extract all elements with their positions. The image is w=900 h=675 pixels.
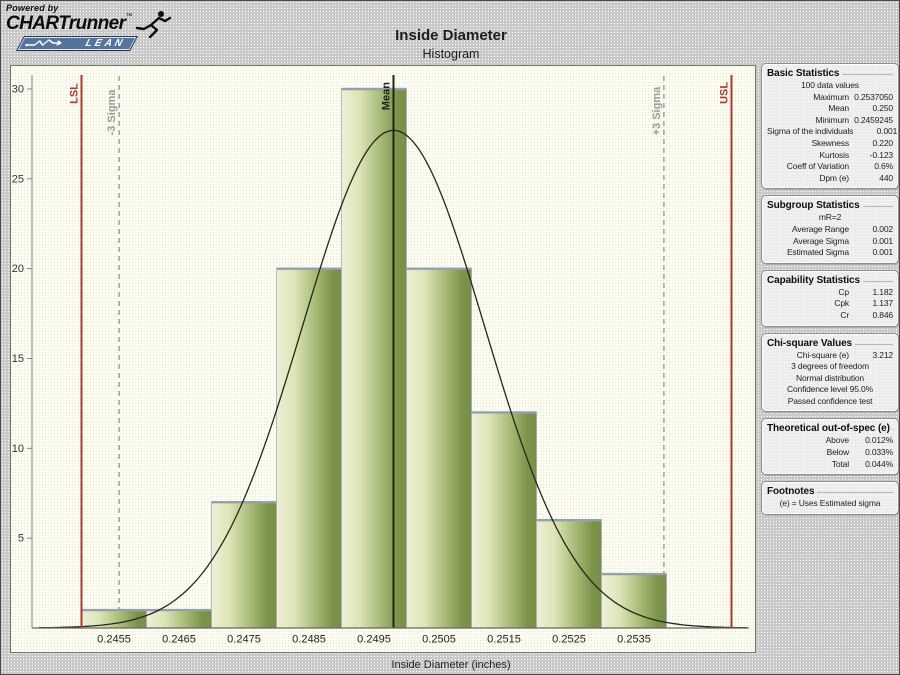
stat-row: Maximum 0.2537050 — [767, 92, 893, 104]
stat-label: Maximum — [813, 91, 849, 102]
stat-row: Kurtosis -0.123 — [767, 150, 893, 162]
stat-row: Average Range 0.002 — [767, 224, 893, 236]
stat-label: Dpm (e) — [819, 172, 849, 183]
stats-panel-footnotes: Footnotes (e) = Uses Estimated sigma — [761, 481, 899, 515]
stat-value: 0.250 — [872, 103, 893, 114]
stat-row: Above 0.012% — [767, 435, 894, 447]
stat-row: Dpm (e) 440 — [767, 173, 893, 185]
panel-title: Theoretical out-of-spec (e) — [767, 423, 893, 435]
stat-value: 0.001 — [872, 235, 893, 246]
plot-area — [10, 65, 756, 653]
stat-value: 0.2537050 — [854, 91, 893, 102]
runner-icon — [135, 11, 172, 39]
trademark-symbol: ™ — [125, 13, 133, 20]
stat-row: Skewness 0.220 — [767, 138, 893, 150]
chartrunner-logo: Powered by CHARTrunner™ LEAN — [6, 3, 191, 55]
stat-label: Cp — [838, 286, 849, 297]
stat-value: -0.123 — [869, 149, 893, 160]
stats-panel-subgroup-statistics: Subgroup Statistics mR=2 Average Range 0.00… — [761, 195, 899, 264]
stat-row: Confidence level 95.0% — [786, 384, 873, 395]
title-rule — [855, 343, 893, 345]
stat-value: 0.2459245 — [854, 114, 893, 125]
stat-row: Normal distribution — [795, 372, 864, 383]
x-axis-title: Inside Diameter (inches) — [391, 659, 510, 671]
stat-value: 0.044% — [865, 458, 893, 469]
title-rule — [862, 280, 893, 282]
stat-row: Sigma of the individuals 0.001 — [767, 126, 897, 138]
stat-row: Passed confidence test — [787, 395, 873, 406]
stat-value: 0.001 — [876, 126, 898, 137]
title-rule — [817, 492, 893, 494]
brand-name: CHARTrunner — [6, 13, 126, 34]
stat-label: Average Range — [792, 223, 849, 234]
squiggle-line-icon — [25, 39, 62, 47]
stat-value: 440 — [879, 172, 893, 183]
stat-row: Total 0.044% — [767, 459, 893, 471]
powered-by-label: Powered by — [6, 3, 59, 13]
stat-row: 3 degrees of freedom — [791, 361, 869, 372]
stat-value: 1.182 — [872, 286, 893, 297]
stat-row: Cr 0.846 — [767, 310, 893, 322]
lean-label: LEAN — [84, 38, 127, 49]
stat-value: 0.001 — [872, 247, 893, 258]
stat-row: Chi-square (e) 3.212 — [767, 350, 893, 362]
stat-value: 3.212 — [872, 349, 893, 360]
stat-row: Estimated Sigma 0.001 — [767, 247, 893, 259]
stats-panel-theoretical-out-of-spec-e: Theoretical out-of-spec (e) Above 0.012% Be… — [761, 418, 899, 476]
title-rule — [842, 74, 893, 75]
stat-label: Above — [825, 435, 850, 446]
stat-row: Average Sigma 0.001 — [767, 236, 893, 248]
statistics-sidebar: Basic Statistics 100 data values Maximum 0.… — [761, 63, 899, 521]
stat-row: Coeff of Variation 0.6% — [767, 161, 893, 173]
stat-value: 0.033% — [865, 447, 893, 458]
stat-value: 1.137 — [872, 298, 893, 309]
stat-row: Below 0.033% — [767, 447, 894, 459]
stat-label: Mean — [828, 103, 849, 114]
panel-title: Capability Statistics — [767, 274, 893, 287]
stats-panel-basic-statistics: Basic Statistics 100 data values Maximum 0.… — [761, 63, 899, 190]
stat-label: Sigma of the individuals — [767, 126, 854, 137]
stat-value: 0.002 — [872, 223, 893, 234]
stat-value: 0.012% — [865, 435, 893, 446]
stat-value: 0.846 — [872, 309, 893, 320]
stat-label: Average Sigma — [792, 235, 849, 246]
panel-title: Chi-square Values — [767, 337, 893, 350]
stats-panel-chi-square-values: Chi-square Values Chi-square (e) 3.212 3 de… — [761, 332, 899, 413]
stat-label: Coeff of Variation — [786, 161, 849, 172]
stat-row: Cpk 1.137 — [767, 298, 893, 310]
lean-banner: LEAN — [16, 36, 138, 51]
stat-row: Mean 0.250 — [767, 103, 893, 115]
stat-label: Minimum — [815, 114, 850, 125]
panel-title: Basic Statistics — [767, 67, 893, 80]
stat-row: 100 data values — [801, 80, 859, 90]
stat-label: Chi-square (e) — [796, 349, 849, 360]
stat-row: (e) = Uses Estimated sigma — [779, 498, 881, 509]
stat-label: Below — [826, 447, 850, 458]
stat-label: Kurtosis — [819, 149, 849, 160]
panel-title: Subgroup Statistics — [767, 199, 893, 212]
stat-row: Cp 1.182 — [767, 287, 893, 299]
stat-label: Cr — [840, 309, 849, 320]
title-rule — [862, 206, 893, 208]
stat-label: Cpk — [834, 298, 849, 309]
stats-panel-capability-statistics: Capability Statistics Cp 1.182 Cpk 1.137 Cr 0.… — [761, 269, 899, 327]
stat-value: 0.220 — [872, 137, 893, 148]
stat-row: Minimum 0.2459245 — [767, 114, 894, 127]
stat-value: 0.6% — [874, 161, 893, 172]
brand-line: CHARTrunner™ — [6, 11, 191, 39]
stat-label: Estimated Sigma — [787, 247, 849, 258]
panel-title: Footnotes — [767, 485, 893, 498]
stat-label: Skewness — [811, 137, 849, 148]
stat-label: Total — [831, 458, 849, 469]
stat-row: mR=2 — [818, 212, 842, 223]
